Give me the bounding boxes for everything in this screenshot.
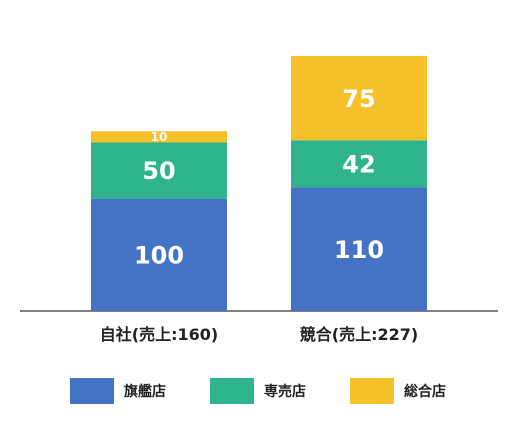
legend-swatch	[210, 378, 254, 404]
bar-segment	[291, 56, 427, 141]
category-labels: 自社(売上:160) 競合(売上:227)	[100, 325, 418, 344]
data-label: 10	[151, 130, 168, 144]
legend-swatch	[350, 378, 394, 404]
bar-segment	[291, 140, 427, 188]
legend-label: 旗艦店	[124, 383, 166, 400]
bar-segment	[91, 198, 227, 311]
data-label: 100	[134, 241, 184, 269]
bar-segment	[91, 142, 227, 199]
legend-label: 総合店	[404, 383, 446, 400]
category-label: 自社(売上:160)	[100, 325, 218, 344]
data-label: 50	[142, 157, 175, 185]
bar-segment	[291, 187, 427, 311]
legend-swatch	[70, 378, 114, 404]
bar-segment	[91, 131, 227, 143]
category-label: 競合(売上:227)	[300, 325, 418, 344]
data-label: 110	[334, 236, 384, 264]
data-label: 75	[342, 85, 375, 113]
legend-label: 専売店	[264, 383, 306, 400]
data-label: 42	[342, 150, 375, 178]
bars-group: 100 50 10 110 42 75	[91, 56, 427, 311]
legend: 旗艦店 専売店 総合店	[70, 378, 446, 404]
